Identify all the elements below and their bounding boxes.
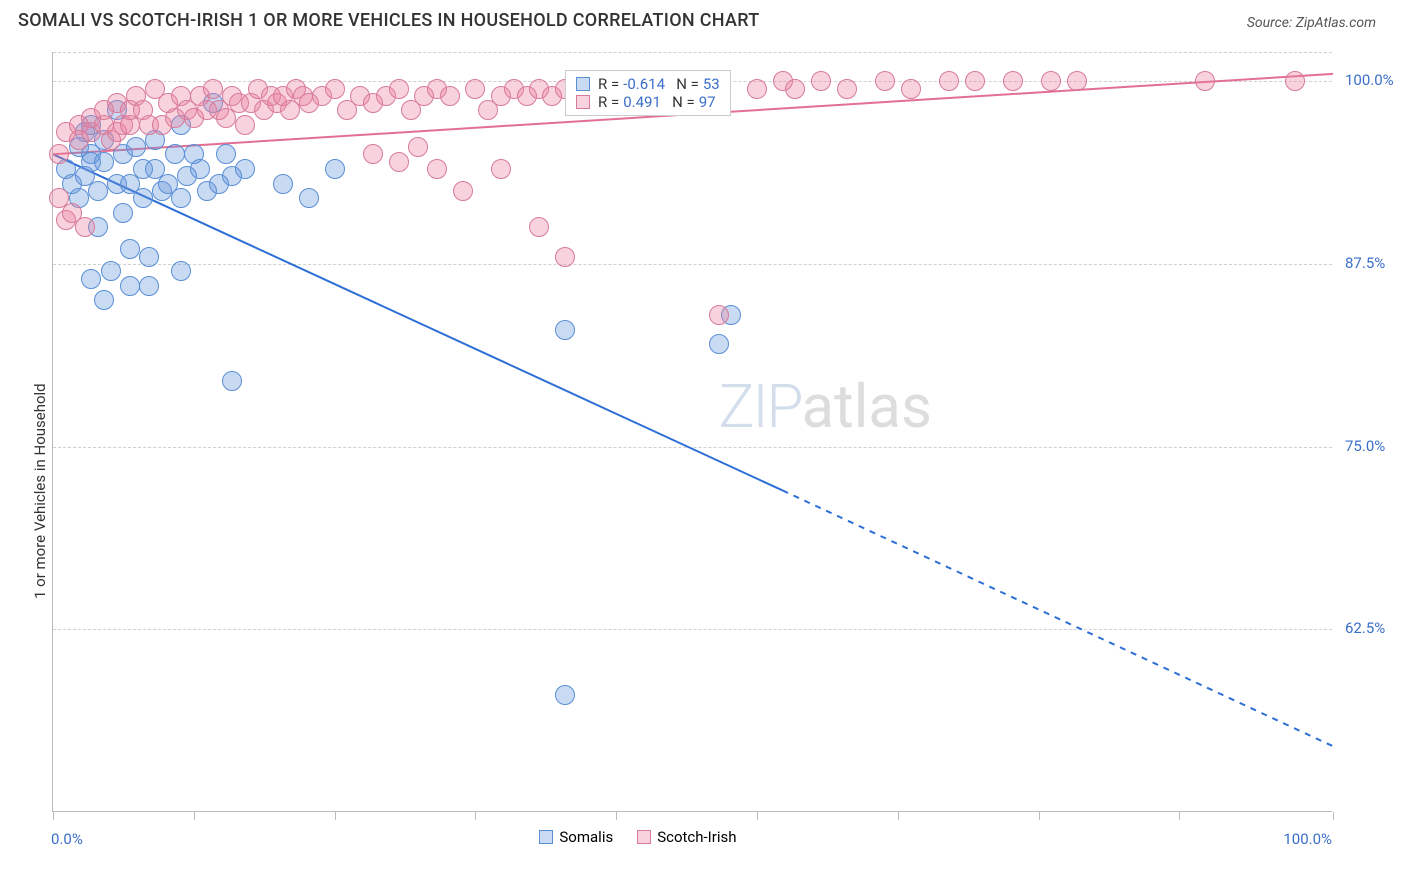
scatter-point [325, 159, 345, 179]
scatter-point [1285, 71, 1305, 91]
scatter-point [235, 115, 255, 135]
scatter-point [203, 79, 223, 99]
series-legend: Somalis Scotch-Irish [539, 828, 736, 846]
scatter-point [88, 181, 108, 201]
y-tick-label: 62.5% [1345, 619, 1385, 637]
series-legend-item: Somalis [539, 828, 613, 846]
scatter-point [427, 159, 447, 179]
scatter-point [491, 159, 511, 179]
gridline-h [53, 447, 1332, 448]
scatter-point [1195, 71, 1215, 91]
scatter-point [75, 217, 95, 237]
x-tick [194, 812, 195, 820]
x-tick [898, 812, 899, 820]
scatter-point [837, 79, 857, 99]
scatter-point [171, 261, 191, 281]
y-axis-label: 1 or more Vehicles in Household [31, 384, 49, 600]
x-tick [335, 812, 336, 820]
scatter-point [709, 305, 729, 325]
correlation-legend: R =-0.614 N =53R =0.491 N =97 [565, 70, 731, 116]
scatter-point [965, 71, 985, 91]
chart-container: 62.5% 75.0% 87.5% 100.0% 0.0% 100.0% 1 or more… [0, 40, 1406, 892]
y-tick-label: 75.0% [1345, 437, 1385, 455]
scatter-point [133, 188, 153, 208]
scatter-point [120, 276, 140, 296]
scatter-point [299, 188, 319, 208]
x-tick-label: 100.0% [1283, 830, 1332, 848]
scatter-point [49, 144, 69, 164]
x-tick [616, 812, 617, 820]
chart-source: Source: ZipAtlas.com [1247, 15, 1376, 31]
scatter-point [1003, 71, 1023, 91]
scatter-point [94, 152, 114, 172]
scatter-point [113, 203, 133, 223]
scatter-point [190, 159, 210, 179]
gridline-h [53, 629, 1332, 630]
x-tick [475, 812, 476, 820]
scatter-point [273, 174, 293, 194]
scatter-point [81, 269, 101, 289]
scatter-point [555, 247, 575, 267]
x-tick-label: 0.0% [51, 830, 83, 848]
x-tick [757, 812, 758, 820]
scatter-point [465, 79, 485, 99]
plot-area: 62.5%75.0%87.5%100.0%0.0%100.0%1 or more… [52, 52, 1332, 812]
scatter-point [363, 144, 383, 164]
scatter-point [171, 188, 191, 208]
scatter-point [875, 71, 895, 91]
x-tick [53, 812, 54, 820]
gridline-h [53, 264, 1332, 265]
correlation-legend-row: R =-0.614 N =53 [576, 75, 720, 93]
scatter-point [747, 79, 767, 99]
scatter-point [811, 71, 831, 91]
scatter-point [126, 137, 146, 157]
watermark: ZIPatlas [719, 371, 932, 442]
scatter-point [1041, 71, 1061, 91]
scatter-point [939, 71, 959, 91]
scatter-point [785, 79, 805, 99]
scatter-point [709, 334, 729, 354]
y-tick-label: 100.0% [1345, 71, 1394, 89]
correlation-legend-row: R =0.491 N =97 [576, 93, 720, 111]
x-tick [1179, 812, 1180, 820]
series-legend-item: Scotch-Irish [637, 828, 736, 846]
x-tick [1333, 812, 1334, 820]
scatter-point [235, 159, 255, 179]
scatter-point [453, 181, 473, 201]
gridline-h [53, 52, 1332, 53]
scatter-point [120, 239, 140, 259]
y-tick-label: 87.5% [1345, 254, 1385, 272]
scatter-point [101, 261, 121, 281]
scatter-point [216, 144, 236, 164]
scatter-point [555, 320, 575, 340]
scatter-point [901, 79, 921, 99]
scatter-point [94, 290, 114, 310]
scatter-point [389, 152, 409, 172]
scatter-point [1067, 71, 1087, 91]
chart-title: SOMALI VS SCOTCH-IRISH 1 OR MORE VEHICLE… [18, 10, 760, 31]
scatter-point [165, 144, 185, 164]
scatter-point [389, 79, 409, 99]
scatter-point [408, 137, 428, 157]
x-tick [1039, 812, 1040, 820]
scatter-point [529, 217, 549, 237]
scatter-point [440, 86, 460, 106]
scatter-point [139, 276, 159, 296]
scatter-point [222, 371, 242, 391]
scatter-point [555, 685, 575, 705]
chart-header: SOMALI VS SCOTCH-IRISH 1 OR MORE VEHICLE… [0, 0, 1406, 37]
scatter-point [325, 79, 345, 99]
scatter-point [139, 247, 159, 267]
